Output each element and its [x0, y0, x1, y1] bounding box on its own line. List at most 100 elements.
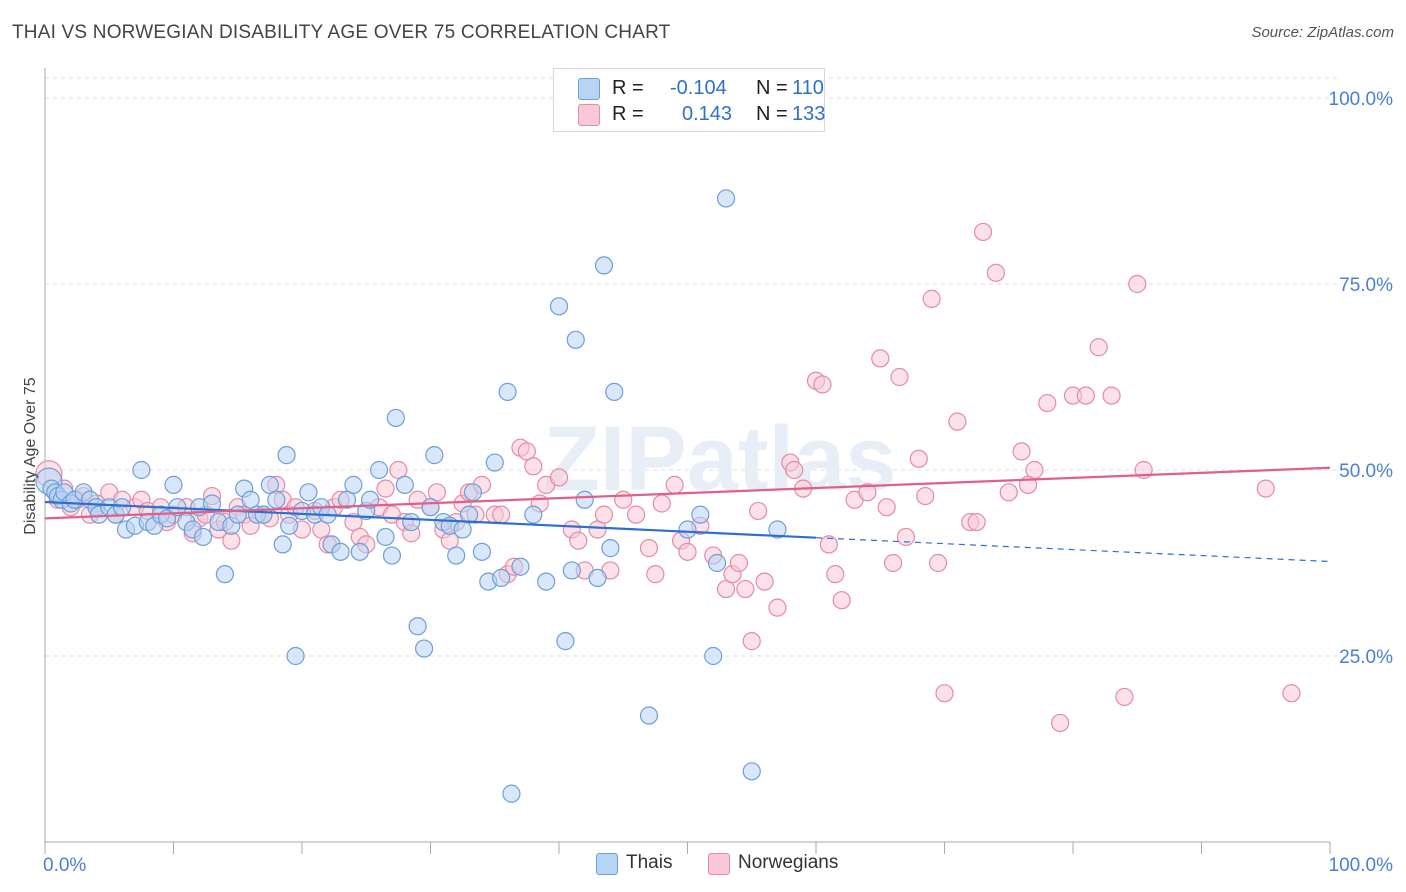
norwegian-point	[1025, 460, 1044, 480]
thai-point	[402, 512, 421, 532]
x-tick-label: 100.0%	[1329, 855, 1394, 876]
thais-swatch	[596, 853, 618, 875]
norwegian-point	[742, 632, 761, 651]
thai-point	[267, 490, 286, 509]
thai-point	[408, 617, 427, 636]
stats-legend: R = -0.104 N = 110 R = 0.143 N = 133	[553, 68, 825, 132]
thai-point	[273, 535, 292, 554]
thais-points	[35, 189, 787, 803]
watermark: ZIPatlas	[544, 408, 897, 510]
norwegian-point	[749, 501, 768, 521]
norwegian-point	[935, 684, 954, 703]
norwegian-point	[1089, 338, 1108, 357]
trend-lines	[44, 466, 1331, 563]
norwegian-point	[1282, 684, 1301, 703]
norwegian-point	[819, 535, 838, 554]
norwegian-point	[877, 498, 896, 517]
thai-point	[588, 568, 607, 587]
trend-line-norwegians	[44, 466, 1331, 520]
norwegians-swatch	[578, 104, 600, 126]
thai-point	[344, 475, 363, 494]
thais-swatch	[578, 78, 600, 100]
thai-point	[286, 646, 305, 666]
norwegian-point	[665, 475, 684, 494]
n-value: 133	[792, 103, 826, 125]
thai-point	[331, 542, 350, 561]
thai-point	[549, 297, 569, 316]
axes	[44, 68, 1331, 854]
thai-point	[459, 505, 479, 524]
norwegian-point	[916, 486, 935, 506]
norwegian-point	[999, 483, 1018, 502]
thai-point	[280, 516, 299, 535]
norwegian-point	[646, 565, 665, 584]
norwegian-point	[832, 591, 851, 610]
chart-source: Source: ZipAtlas.com	[1251, 24, 1394, 41]
norwegian-point	[858, 483, 877, 502]
thai-point	[498, 382, 517, 401]
norwegian-point	[755, 572, 774, 591]
thai-point	[575, 490, 594, 509]
norwegian-point	[376, 479, 395, 498]
thai-point	[511, 557, 530, 576]
trend-line-thais	[44, 500, 817, 539]
norwegian-point	[729, 553, 749, 573]
thai-point	[164, 475, 183, 494]
thai-point	[463, 483, 483, 502]
thai-point	[562, 561, 581, 580]
grid-lines	[45, 77, 1340, 657]
legend-label: Norwegians	[738, 852, 839, 873]
norwegian-point	[768, 598, 787, 617]
thai-point	[112, 498, 132, 517]
thai-point	[414, 639, 434, 658]
thai-point	[605, 382, 624, 401]
thai-point	[370, 460, 389, 480]
norwegian-point	[973, 222, 993, 242]
thai-point	[386, 408, 405, 428]
thai-point	[215, 565, 234, 584]
norwegian-point	[986, 263, 1006, 282]
norwegian-point	[890, 367, 909, 387]
norwegian-point	[785, 460, 804, 480]
thai-point	[691, 505, 710, 524]
thai-point	[639, 706, 659, 725]
norwegian-point	[967, 512, 986, 532]
norwegian-point	[549, 468, 569, 487]
norwegian-point	[1256, 479, 1275, 498]
norwegian-point	[736, 579, 755, 599]
x-tick-label: 0.0%	[43, 855, 86, 876]
thai-point	[485, 453, 504, 472]
r-label: R =	[612, 103, 644, 125]
y-tick-label: 25.0%	[1339, 647, 1393, 668]
chart-title: THAI VS NORWEGIAN DISABILITY AGE OVER 75…	[12, 22, 671, 43]
norwegian-point	[826, 565, 845, 584]
thai-point	[277, 446, 296, 465]
y-tick-label: 50.0%	[1339, 461, 1393, 482]
norwegians-swatch	[708, 853, 730, 875]
thai-point	[556, 632, 575, 651]
thai-point	[132, 460, 151, 480]
thai-point	[492, 568, 511, 587]
thai-point	[425, 446, 444, 465]
norwegian-point	[1038, 393, 1057, 413]
thai-point	[537, 572, 556, 591]
trend-line-extension	[815, 537, 1331, 563]
thai-point	[524, 505, 543, 524]
norwegian-point	[626, 505, 646, 524]
thai-point	[421, 498, 440, 517]
norwegian-point	[492, 505, 511, 524]
norwegian-point	[594, 505, 614, 524]
legend-label: Thais	[626, 852, 673, 873]
thai-point	[376, 527, 395, 547]
norwegian-point	[652, 494, 671, 513]
thai-point	[742, 762, 761, 781]
thai-point	[350, 542, 369, 561]
thai-point	[502, 784, 521, 803]
n-value: 110	[792, 77, 824, 99]
y-axis-label: Disability Age Over 75	[22, 377, 39, 535]
thai-point	[395, 475, 414, 494]
r-label: R =	[612, 77, 644, 99]
n-label: N =	[756, 77, 788, 99]
thai-point	[716, 189, 736, 208]
